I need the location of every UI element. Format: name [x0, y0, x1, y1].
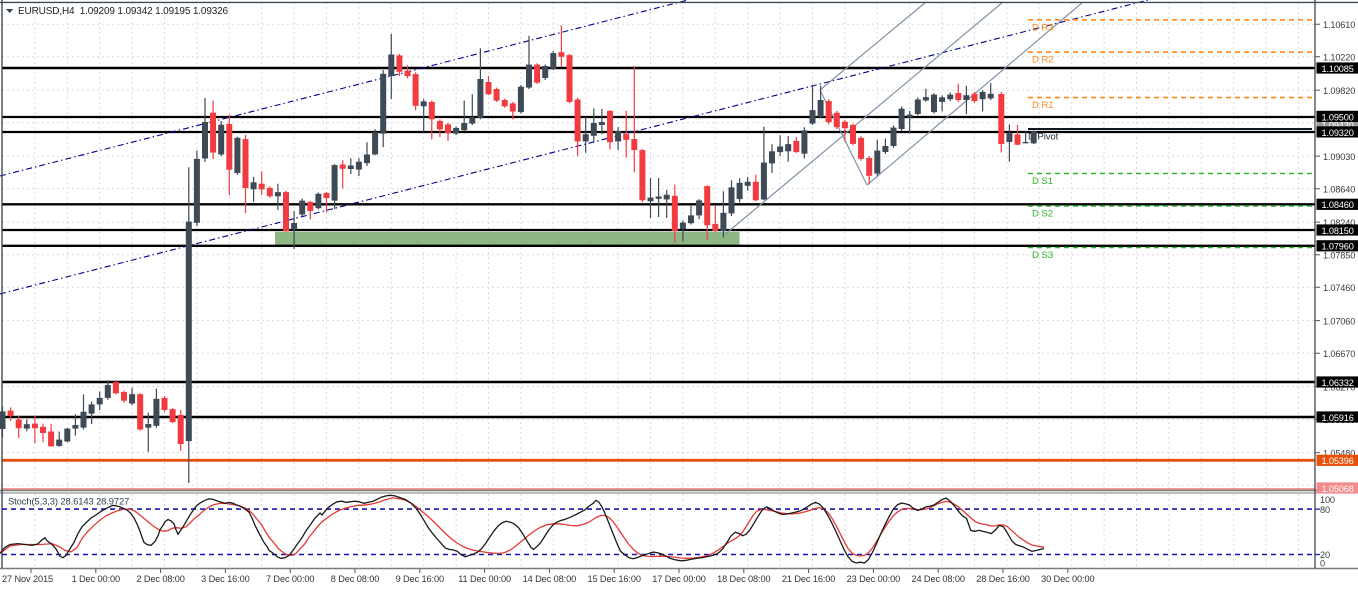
svg-text:28 Dec 16:00: 28 Dec 16:00: [976, 574, 1029, 584]
svg-text:14 Dec 08:00: 14 Dec 08:00: [523, 574, 576, 584]
svg-text:D R2: D R2: [1032, 55, 1053, 66]
svg-text:1.10220: 1.10220: [1323, 53, 1355, 63]
svg-text:20: 20: [1320, 550, 1330, 560]
svg-text:21 Dec 16:00: 21 Dec 16:00: [782, 574, 835, 584]
svg-text:80: 80: [1320, 505, 1330, 515]
svg-text:17 Dec 00:00: 17 Dec 00:00: [652, 574, 705, 584]
svg-text:D R3: D R3: [1032, 22, 1053, 33]
svg-text:1.07060: 1.07060: [1323, 316, 1355, 326]
svg-text:1.10085: 1.10085: [1322, 64, 1354, 74]
svg-text:1.09820: 1.09820: [1323, 86, 1355, 96]
svg-text:24 Dec 08:00: 24 Dec 08:00: [911, 574, 964, 584]
svg-text:1.08150: 1.08150: [1322, 226, 1354, 236]
svg-text:1.06332: 1.06332: [1322, 378, 1354, 388]
svg-text:1.08460: 1.08460: [1322, 200, 1354, 210]
svg-text:15 Dec 16:00: 15 Dec 16:00: [587, 574, 640, 584]
svg-text:1.07460: 1.07460: [1323, 283, 1355, 293]
svg-text:1.09320: 1.09320: [1322, 128, 1354, 138]
svg-text:D S3: D S3: [1032, 250, 1053, 261]
svg-text:1.09030: 1.09030: [1323, 152, 1355, 162]
svg-text:D R1: D R1: [1032, 100, 1053, 111]
svg-text:2 Dec 08:00: 2 Dec 08:00: [136, 574, 184, 584]
svg-text:1.05068: 1.05068: [1322, 484, 1354, 494]
svg-text:1.05396: 1.05396: [1322, 456, 1354, 466]
svg-text:1.09500: 1.09500: [1322, 112, 1354, 122]
svg-text:1.05480: 1.05480: [1323, 448, 1355, 458]
svg-text:7 Dec 00:00: 7 Dec 00:00: [266, 574, 314, 584]
svg-text:1.08240: 1.08240: [1323, 218, 1355, 228]
svg-text:1.05916: 1.05916: [1322, 413, 1354, 423]
svg-text:27 Nov 2015: 27 Nov 2015: [2, 574, 53, 584]
svg-text:1.06670: 1.06670: [1323, 349, 1355, 359]
svg-text:1 Dec 00:00: 1 Dec 00:00: [72, 574, 120, 584]
svg-text:30 Dec 00:00: 30 Dec 00:00: [1041, 574, 1094, 584]
svg-text:100: 100: [1320, 495, 1335, 505]
svg-text:9 Dec 16:00: 9 Dec 16:00: [396, 574, 444, 584]
svg-text:D S2: D S2: [1032, 209, 1053, 220]
svg-text:0: 0: [1320, 559, 1325, 569]
svg-text:1.07850: 1.07850: [1323, 251, 1355, 261]
svg-text:1.09430: 1.09430: [1322, 120, 1354, 130]
svg-text:1.10610: 1.10610: [1323, 20, 1355, 30]
svg-text:D Pivot: D Pivot: [1028, 132, 1059, 143]
svg-text:D S1: D S1: [1032, 176, 1053, 187]
svg-text:23 Dec 00:00: 23 Dec 00:00: [847, 574, 900, 584]
svg-text:1.07960: 1.07960: [1322, 242, 1354, 252]
svg-text:EURUSD,H4 1.09209 1.09342 1.0: EURUSD,H4 1.09209 1.09342 1.09195 1.0932…: [18, 6, 229, 17]
svg-text:3 Dec 16:00: 3 Dec 16:00: [201, 574, 249, 584]
svg-text:11 Dec 00:00: 11 Dec 00:00: [458, 574, 511, 584]
svg-text:18 Dec 08:00: 18 Dec 08:00: [717, 574, 770, 584]
svg-text:8 Dec 08:00: 8 Dec 08:00: [331, 574, 379, 584]
svg-text:Stoch(5,3,3) 28.6143 28.9727: Stoch(5,3,3) 28.6143 28.9727: [8, 496, 129, 507]
svg-text:1.08640: 1.08640: [1323, 185, 1355, 195]
